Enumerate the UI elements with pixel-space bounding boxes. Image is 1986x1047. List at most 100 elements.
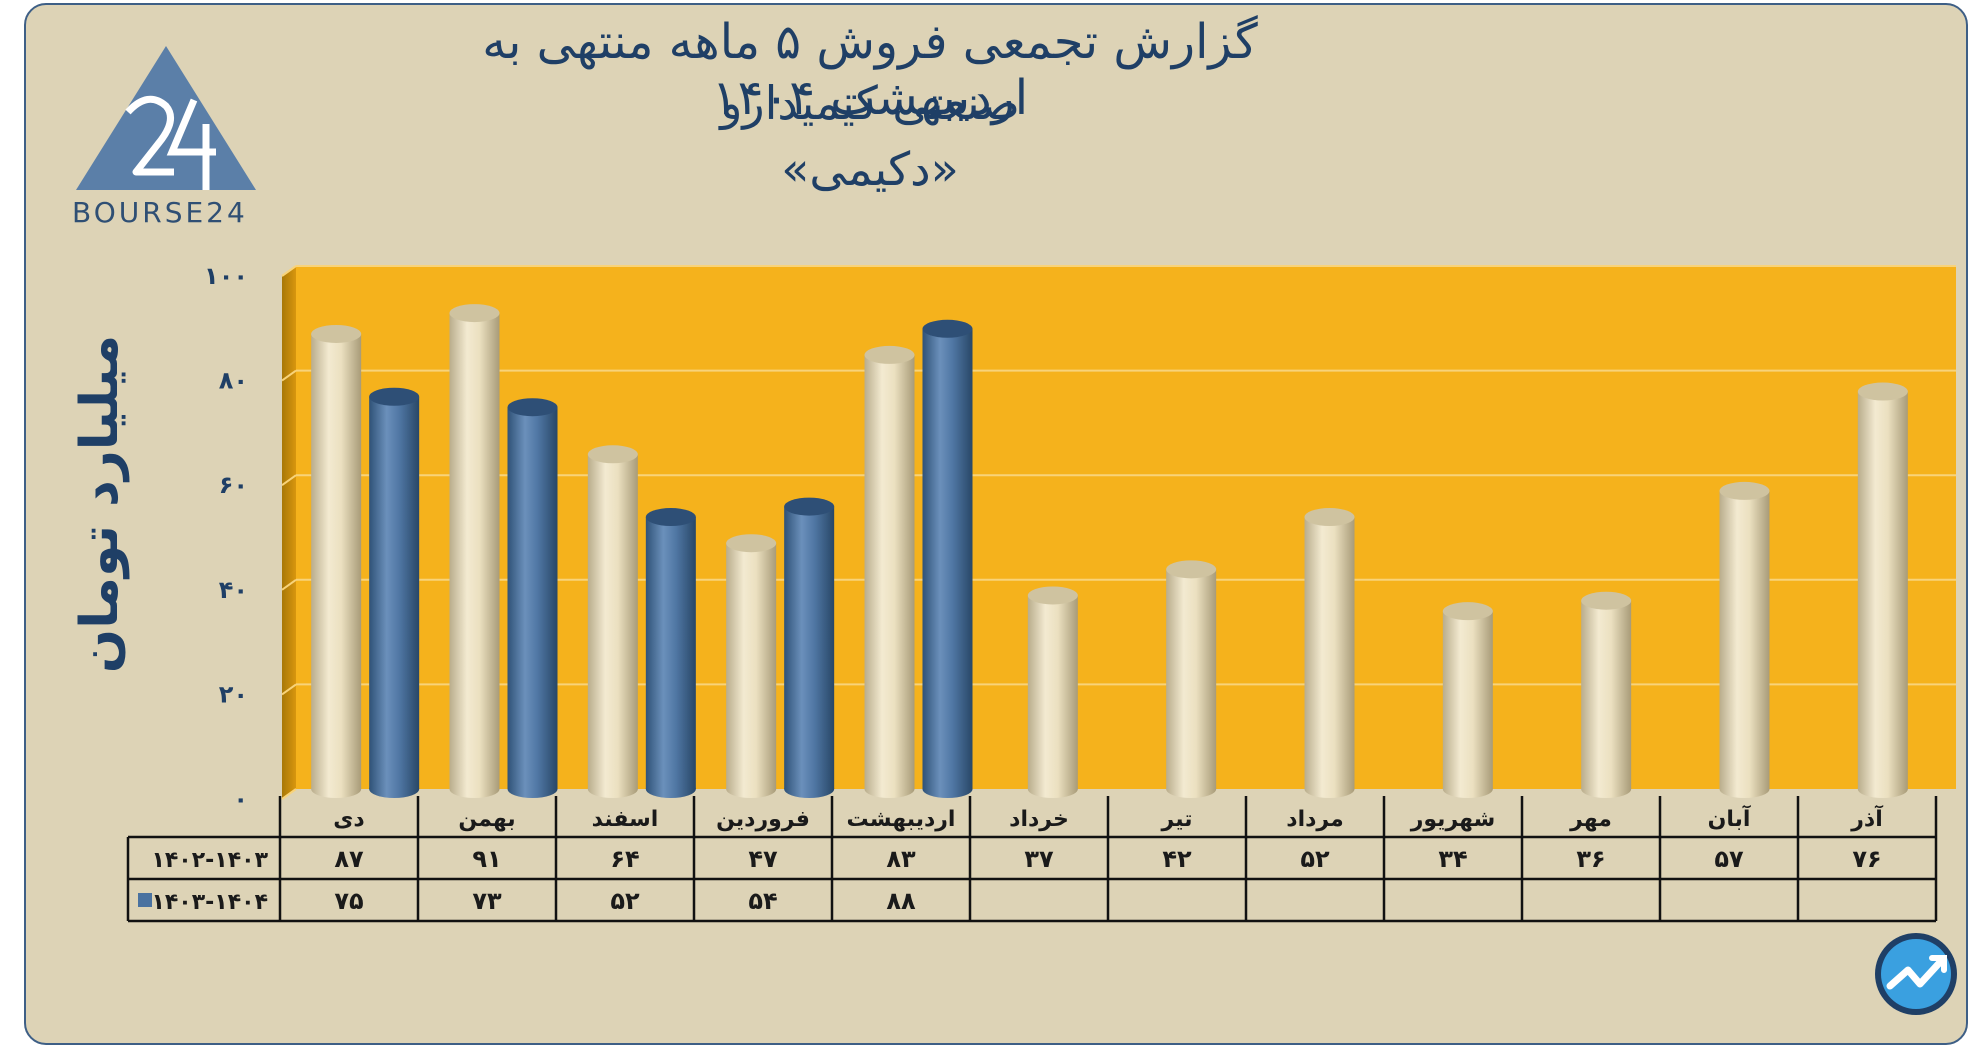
y-tick-label: ۰ [233,785,248,813]
bar-series-2-base [784,780,835,798]
bar-series-2-body [784,506,835,789]
data-label: ۴۲ [1162,845,1192,873]
bar-series-1-base [587,780,638,798]
bar-series-2-top [645,508,696,527]
bar-series-2-body [645,517,696,789]
bar-series-2 [784,497,835,798]
bar-series-1-top [1166,560,1217,579]
bar-series-1 [1581,591,1632,798]
x-category-label: اسفند [592,807,659,832]
bar-series-1 [1719,481,1770,798]
bar-series-1-top [1027,586,1078,605]
bar-series-1-body [864,354,915,789]
bar-series-2-top [784,497,835,516]
bar-series-1-body [1857,391,1908,789]
bar-series-1 [449,304,500,798]
bar-series-1 [1304,508,1355,798]
data-label: ۹۱ [472,845,501,873]
data-label: ۳۷ [1024,845,1054,873]
bar-series-1-base [449,780,500,798]
bar-series-1 [1857,382,1908,798]
chart-title: گزارش تجمعی فروش ۵ ماهه منتهی به اردیبهش… [482,14,1258,126]
data-label: ۸۷ [334,845,364,873]
plot-area [296,266,1956,789]
x-category-label: آذر [1850,804,1883,832]
bar-series-2-base [507,780,558,798]
data-label: ۳۴ [1438,845,1467,873]
gridline-side [281,683,297,696]
bar-series-1-top [1442,602,1493,621]
gridline-side [281,578,297,591]
gridline-side [281,265,297,277]
x-category-label: اردیبهشت [847,807,956,832]
bar-series-1-body [1304,517,1355,789]
y-tick-label: ۱۰۰ [204,262,248,290]
x-category-label: تیر [1161,807,1193,832]
bar-series-1-base [1581,780,1632,798]
bar-series-1 [1027,586,1078,798]
data-label: ۵۷ [1714,845,1744,873]
bar-series-1-body [1581,600,1632,789]
bar-series-1-body [449,313,500,789]
bar-series-1-base [311,780,362,798]
bar-series-2-body [922,328,973,789]
bourse24-logo [76,46,256,190]
bar-series-2 [369,387,420,798]
bar-series-2-top [507,398,558,417]
bar-series-1-base [1027,780,1078,798]
bar-series-2-base [922,780,973,798]
bar-series-1 [587,445,638,798]
bar-series-2-body [369,396,420,789]
bar-series-2 [507,398,558,798]
gridline-side [281,474,297,487]
x-category-label: مهر [1569,807,1612,832]
data-label: ۸۸ [886,887,916,915]
plot-side-wall [282,266,296,799]
bar-series-1-body [1027,595,1078,789]
legend-swatch-series-2 [138,893,152,907]
series-name-2: ۱۴۰۳-۱۴۰۴ [151,890,268,915]
bar-series-2-top [922,319,973,338]
bar-series-1-top [726,534,777,553]
bar-series-1-base [1304,780,1355,798]
bar-series-1-body [726,543,777,789]
bar-series-1-base [1442,780,1493,798]
x-category-label: مرداد [1286,807,1343,832]
data-label: ۴۷ [748,845,778,873]
bar-series-1 [311,324,362,798]
bar-series-1-body [1166,569,1217,789]
y-tick-label: ۶۰ [219,471,248,499]
chart-subtitle-company: صنعتی کیمیدارو [720,76,1020,130]
data-label: ۷۵ [334,887,363,915]
bar-series-1-top [587,445,638,464]
logo-text: BOURSE24 [72,196,248,229]
chart-subtitle-ticker: «دکیمی» [781,142,959,196]
bar-series-1-body [587,454,638,789]
y-tick-label: ۲۰ [219,680,248,708]
data-label: ۵۲ [1300,845,1330,873]
x-category-label: دی [333,807,364,832]
y-tick-label: ۸۰ [219,367,248,395]
bar-series-2-top [369,387,420,406]
data-label: ۵۲ [610,887,640,915]
bar-series-1-top [311,324,362,343]
bar-series-1-body [311,333,362,789]
bar-series-1-body [1719,490,1770,789]
bar-series-1-top [1719,481,1770,500]
bar-series-2-body [507,407,558,789]
bar-series-1-top [1304,508,1355,527]
gridline-side [281,369,297,382]
x-category-label: شهریور [1410,807,1496,832]
bar-series-1-base [1719,780,1770,798]
bar-series-1-top [864,345,915,364]
x-category-label: خرداد [1009,807,1069,832]
bar-series-1-top [1581,591,1632,610]
bar-series-1 [864,345,915,798]
bar-series-2-base [369,780,420,798]
data-label: ۶۴ [610,845,639,873]
bar-series-2 [922,319,973,798]
x-category-label: فروردین [716,807,810,832]
data-label: ۸۳ [886,845,916,873]
bar-series-1-top [449,304,500,323]
